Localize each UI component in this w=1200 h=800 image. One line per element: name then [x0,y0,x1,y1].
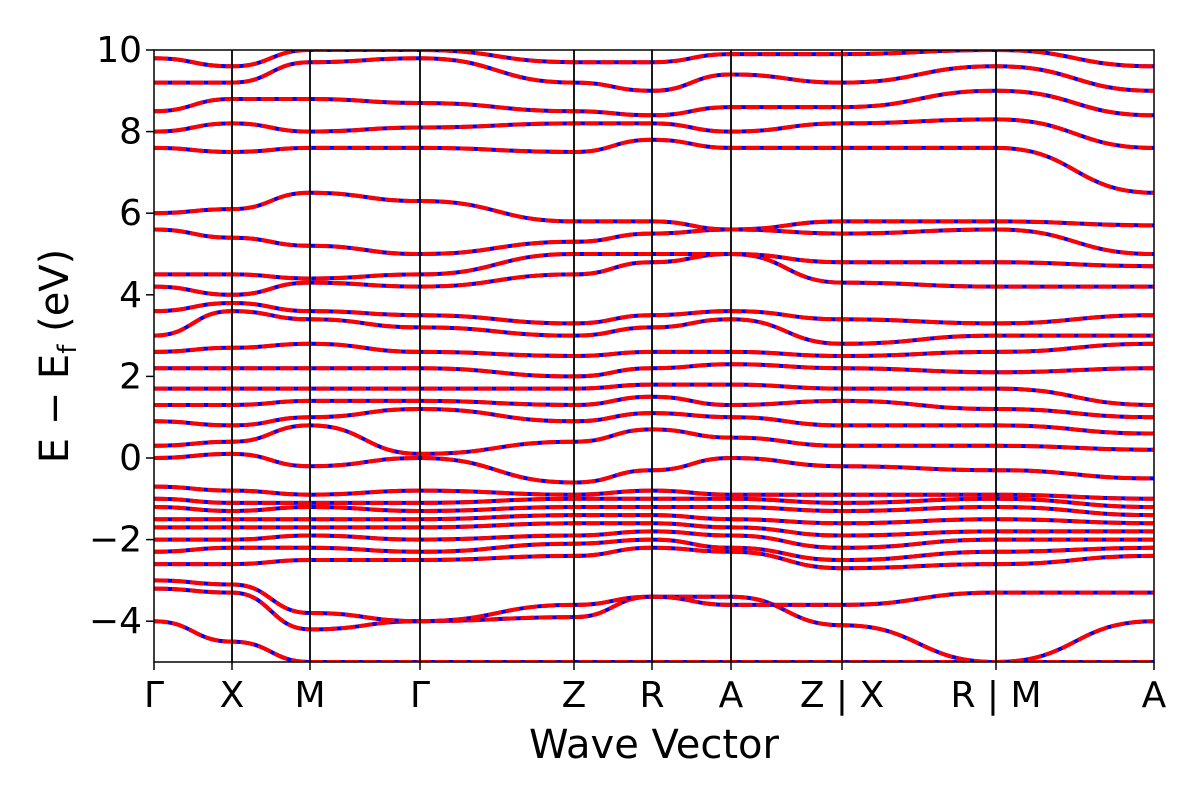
band-line-dashed-14 [154,394,1154,420]
band-line-dashed-22 [154,227,1154,257]
y-tick-label: 0 [119,438,142,479]
band-line-dashed-17 [154,341,1154,359]
band-line-dashed-8 [154,504,1154,518]
x-tick-label: R [639,675,664,716]
band-line-dashed-13 [154,406,1154,436]
y-tick-label: −4 [89,601,142,642]
band-line-dashed-6 [154,521,1154,538]
band-line-dashed-3 [154,545,1154,571]
x-tick-label: Z | X [800,675,884,716]
x-tick-label: A [719,675,744,716]
y-tick-label: −2 [89,520,142,561]
band-line-20 [154,251,1154,297]
y-axis-label-tail: (eV) [32,249,78,345]
y-tick-label: 10 [96,30,142,71]
y-tick-label: 2 [119,356,142,397]
band-line-dashed-12 [154,423,1154,456]
x-axis-label: Wave Vector [529,722,780,768]
band-line-dashed-7 [154,513,1154,526]
y-tick-label: 4 [119,275,142,316]
band-line-dashed-9 [154,496,1154,509]
band-line-dashed-4 [154,537,1154,563]
y-tick-label: 6 [119,193,142,234]
plot-frame [153,49,1155,663]
band-line-dashed-16 [154,362,1154,379]
y-axis-label-subscript: f [53,344,83,354]
band-line-dashed-23 [154,190,1154,232]
band-line-dashed-11 [154,451,1154,485]
y-tick-label: 8 [119,112,142,153]
x-tick-label: A [1142,675,1167,716]
band-line-dashed-27 [154,56,1154,93]
band-line-dashed-21 [154,251,1154,281]
x-tick-label: R | M [950,675,1041,716]
band-line-dashed-19 [154,300,1154,326]
band-line-1 [154,586,1154,662]
band-line-dashed-2 [154,578,1154,624]
x-tick-label: Z [562,675,587,716]
x-axis-ticks: Γ X M Γ Z R A Z | X R | M A [144,662,1167,716]
band-line-dashed-24 [154,137,1154,195]
band-line-dashed-25 [154,117,1154,150]
y-axis-label-main: E − E [32,354,78,464]
bands-layer [154,50,1154,662]
x-tick-label: M [294,675,325,716]
band-line-dashed-5 [154,529,1154,550]
band-line-dashed-18 [154,309,1154,346]
y-axis-label: E − Ef (eV) [32,249,83,464]
band-line-26 [154,88,1154,118]
y-axis-ticks: −4 −2 0 2 4 6 8 10 [89,30,154,642]
band-line-2 [154,578,1154,624]
x-tick-label: Γ [410,675,430,716]
high-symmetry-lines [231,50,997,662]
band-line-dashed-20 [154,251,1154,297]
band-line-23 [154,190,1154,232]
band-line-22 [154,227,1154,257]
band-line-dashed-1 [154,586,1154,662]
band-line-dashed-10 [154,484,1154,501]
band-line-dashed-0 [154,619,1154,662]
band-line-dashed-15 [154,382,1154,407]
band-line-21 [154,251,1154,281]
band-line-dashed-26 [154,88,1154,118]
band-line-25 [154,117,1154,150]
x-tick-label: X [220,675,245,716]
x-tick-label: Γ [144,675,164,716]
